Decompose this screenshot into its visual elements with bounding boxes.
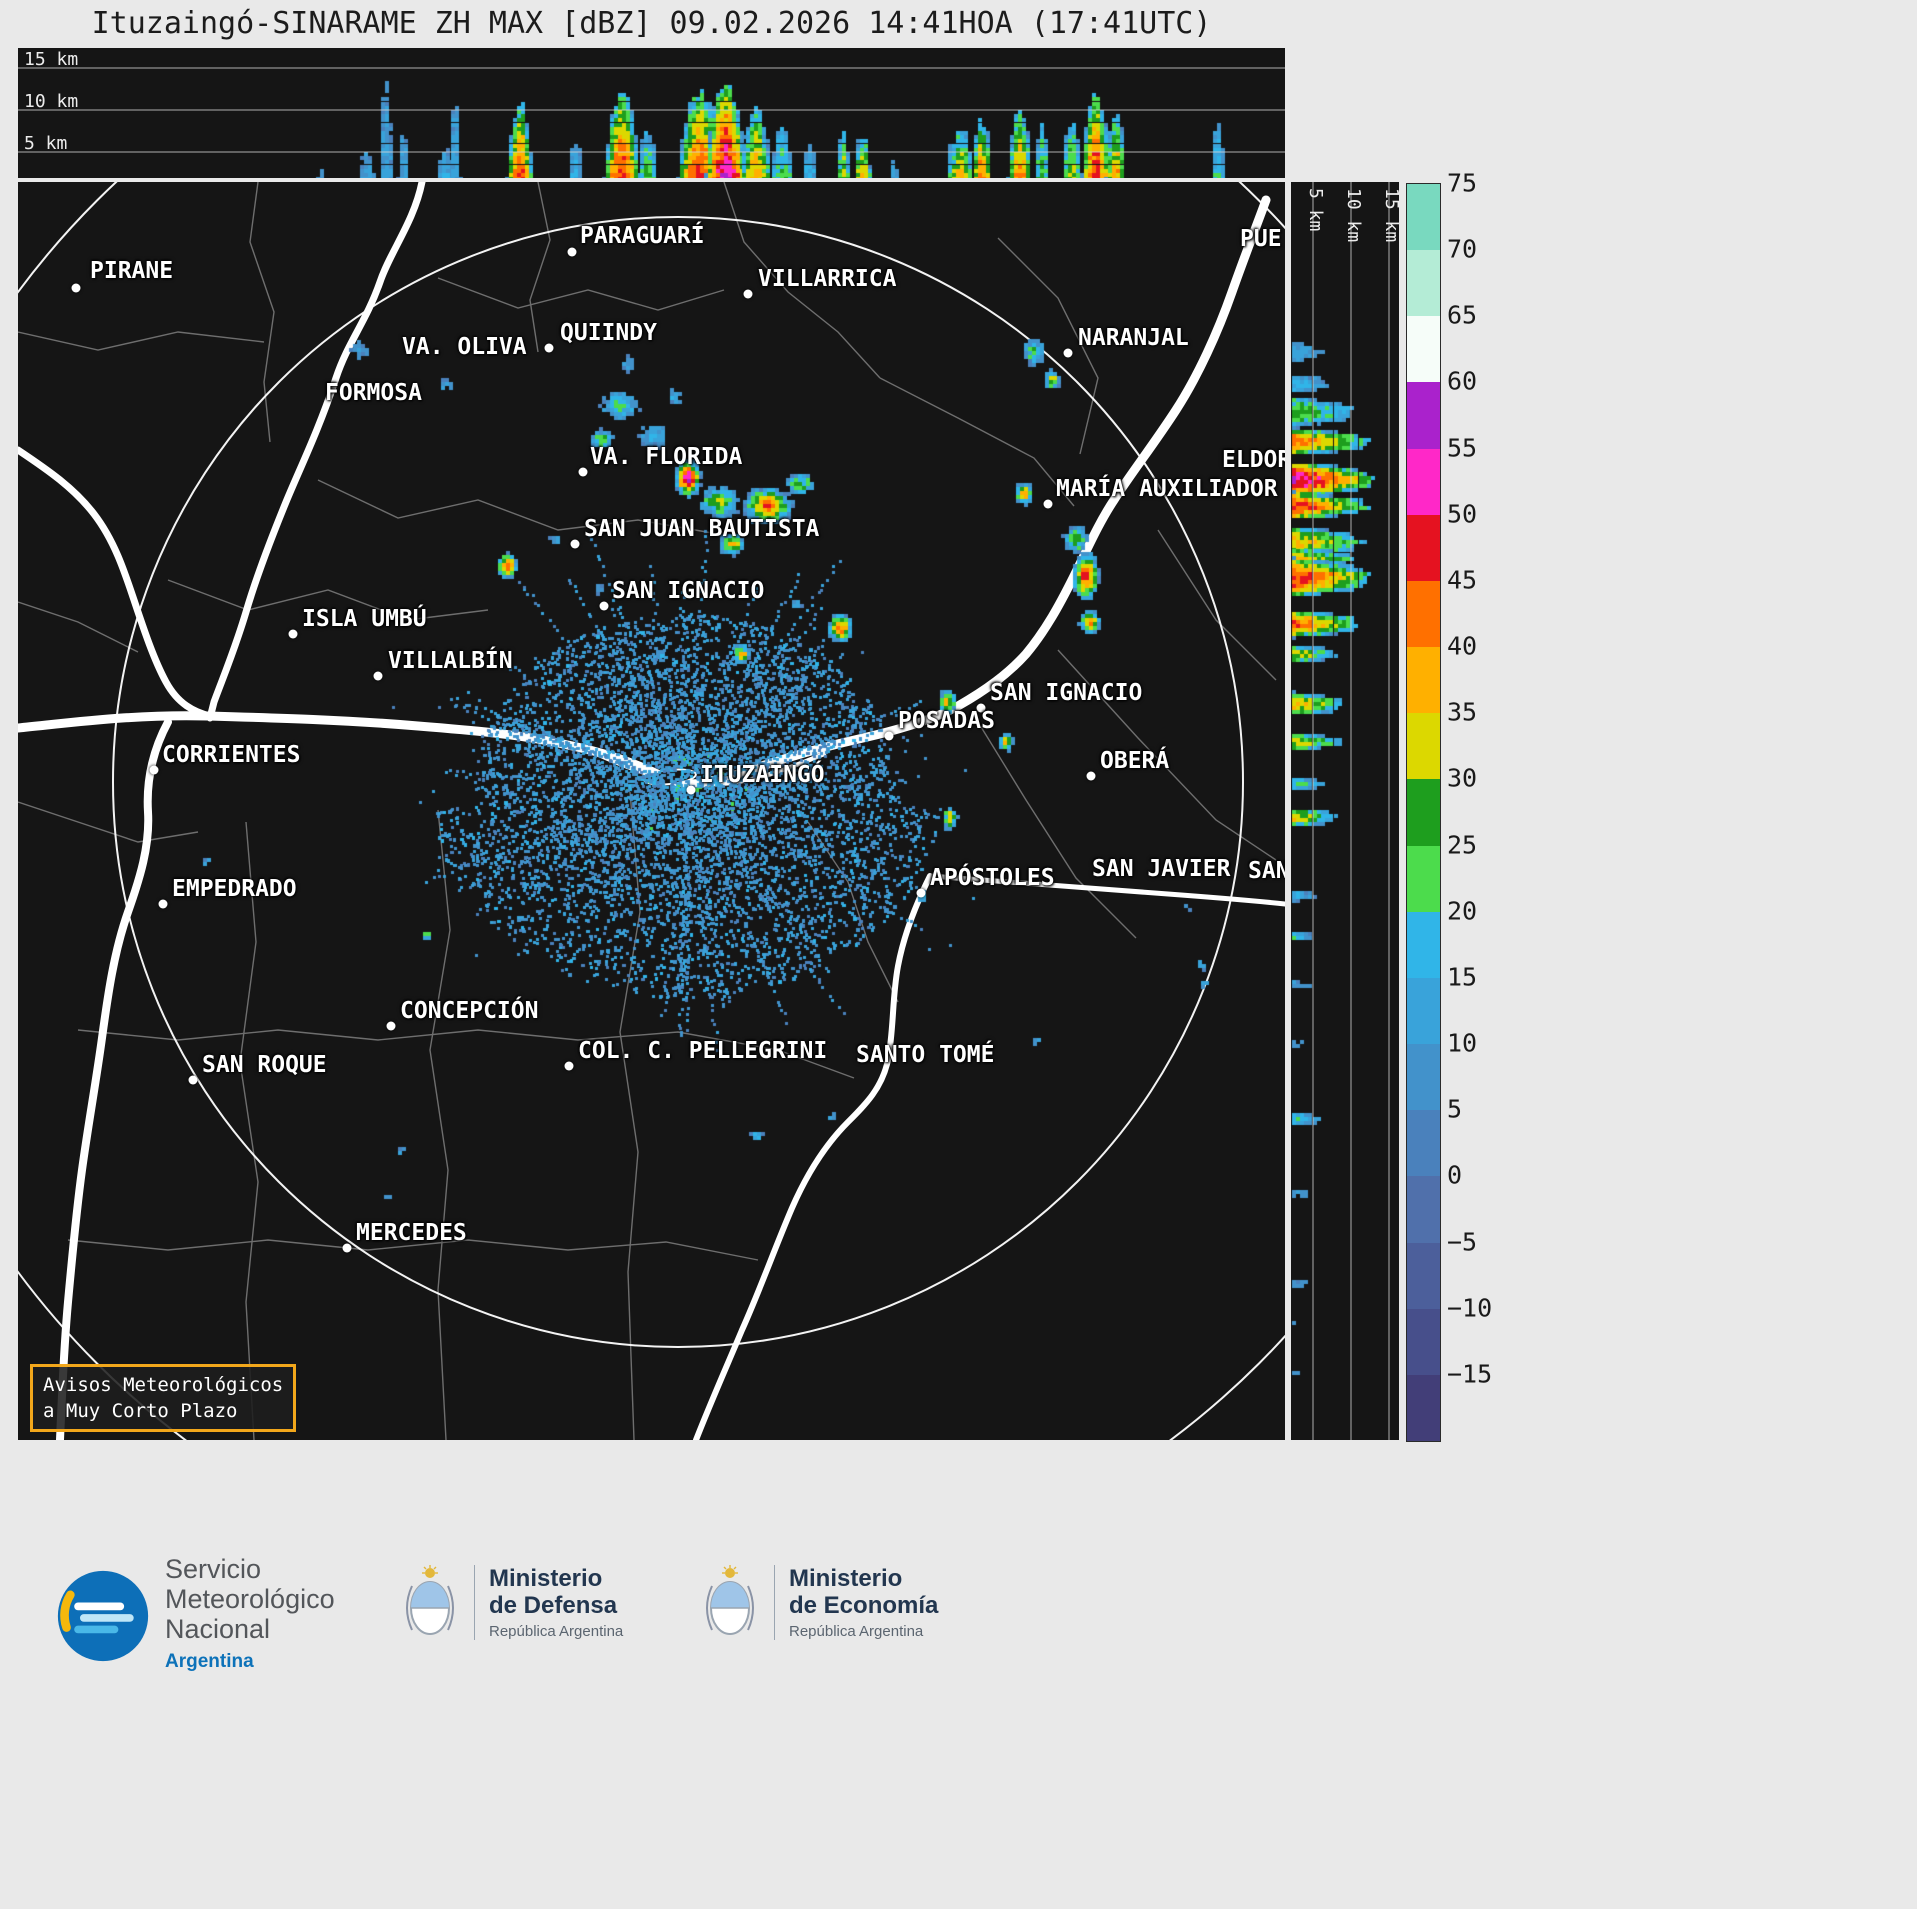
ministry-defensa-wordmark: Ministerio de Defensa República Argentin… bbox=[474, 1564, 624, 1640]
dbz-colorbar-ticks: 75 70 65 60 55 50 45 40 35 30 25 20 15 10 5 0 −5 −10 −15 bbox=[1447, 169, 1537, 1440]
ministry-title: Ministerio bbox=[489, 1564, 603, 1592]
colorbar-segment bbox=[1407, 1176, 1440, 1243]
colorbar-segment bbox=[1407, 250, 1440, 317]
colorbar-tick: −10 bbox=[1447, 1293, 1493, 1323]
ministry-defensa-block: Ministerio de Defensa República Argentin… bbox=[400, 1564, 623, 1640]
radar-map-panel: PIRANE PARAGUARÍ VILLARRICA QUIINDY VA. OLIV… bbox=[18, 182, 1285, 1440]
colorbar-segment bbox=[1407, 448, 1440, 515]
ministry-caption: República Argentina bbox=[789, 1622, 924, 1640]
top-cross-section-canvas bbox=[18, 48, 1285, 178]
colorbar-tick: 30 bbox=[1447, 763, 1478, 793]
colorbar-tick: 60 bbox=[1447, 366, 1478, 396]
colorbar-tick: 35 bbox=[1447, 697, 1478, 727]
colorbar-tick: 70 bbox=[1447, 234, 1478, 264]
colorbar-tick: 75 bbox=[1447, 168, 1478, 198]
colorbar-tick: 40 bbox=[1447, 631, 1478, 661]
colorbar-segment bbox=[1407, 977, 1440, 1045]
colorbar-tick: 5 bbox=[1447, 1094, 1463, 1124]
height-label: 5 km bbox=[1305, 188, 1326, 232]
height-label: 10 km bbox=[24, 91, 79, 112]
argentina-coat-of-arms-icon bbox=[706, 1565, 754, 1635]
colorbar-segment bbox=[1407, 779, 1440, 846]
colorbar-segment bbox=[1407, 1308, 1440, 1375]
height-label: 15 km bbox=[1381, 188, 1399, 243]
colorbar-segment bbox=[1407, 316, 1440, 383]
smn-line-3: Nacional bbox=[165, 1614, 271, 1644]
colorbar-tick: 65 bbox=[1447, 300, 1478, 330]
dbz-colorbar bbox=[1406, 183, 1441, 1442]
colorbar-segment bbox=[1407, 580, 1440, 648]
right-cross-section-canvas bbox=[1291, 182, 1399, 1440]
smn-line-2: Meteorológico bbox=[165, 1584, 335, 1614]
ministry-title: Ministerio bbox=[789, 1564, 903, 1592]
warning-badge: Avisos Meteorológicos a Muy Corto Plazo bbox=[30, 1364, 297, 1432]
warning-line-2: a Muy Corto Plazo bbox=[43, 1400, 238, 1422]
colorbar-tick: 10 bbox=[1447, 1028, 1478, 1058]
colorbar-segment bbox=[1407, 382, 1440, 449]
height-label: 5 km bbox=[24, 133, 68, 154]
smn-line-1: Servicio bbox=[165, 1554, 262, 1584]
colorbar-segment bbox=[1407, 845, 1440, 912]
height-label: 10 km bbox=[1343, 188, 1364, 243]
page-title: Ituzaingó-SINARAME ZH MAX [dBZ] 09.02.20… bbox=[91, 6, 1212, 41]
smn-logo-block: Servicio Meteorológico Nacional Argentin… bbox=[55, 1554, 335, 1677]
colorbar-tick: 45 bbox=[1447, 565, 1478, 595]
height-label: 15 km bbox=[24, 49, 79, 70]
colorbar-tick: 0 bbox=[1447, 1160, 1463, 1190]
colorbar-segment bbox=[1407, 1374, 1440, 1441]
radar-echo-canvas bbox=[18, 182, 1285, 1440]
ministry-caption: República Argentina bbox=[489, 1622, 624, 1640]
colorbar-segment bbox=[1407, 1044, 1440, 1111]
colorbar-segment bbox=[1407, 184, 1440, 251]
ministry-economia-wordmark: Ministerio de Economía República Argenti… bbox=[774, 1564, 939, 1640]
warning-line-1: Avisos Meteorológicos bbox=[43, 1374, 284, 1396]
argentina-coat-of-arms-icon bbox=[406, 1565, 454, 1635]
footer: Servicio Meteorológico Nacional Argentin… bbox=[0, 1446, 1917, 1909]
colorbar-tick: 25 bbox=[1447, 830, 1478, 860]
colorbar-tick: −5 bbox=[1447, 1227, 1478, 1257]
colorbar-segment bbox=[1407, 647, 1440, 714]
colorbar-segment bbox=[1407, 713, 1440, 780]
smn-logo-icon bbox=[57, 1570, 149, 1661]
colorbar-tick: −15 bbox=[1447, 1359, 1493, 1389]
colorbar-segment bbox=[1407, 911, 1440, 978]
smn-wordmark: Servicio Meteorológico Nacional Argentin… bbox=[165, 1554, 335, 1677]
colorbar-tick: 20 bbox=[1447, 896, 1478, 926]
colorbar-tick: 15 bbox=[1447, 962, 1478, 992]
colorbar-tick: 50 bbox=[1447, 499, 1478, 529]
top-cross-section-panel: 15 km 10 km 5 km bbox=[18, 48, 1285, 178]
ministry-subtitle: de Economía bbox=[789, 1591, 939, 1619]
colorbar-segment bbox=[1407, 1242, 1440, 1309]
smn-country: Argentina bbox=[165, 1651, 254, 1672]
ministry-subtitle: de Defensa bbox=[489, 1591, 618, 1619]
colorbar-segment bbox=[1407, 514, 1440, 581]
ministry-economia-block: Ministerio de Economía República Argenti… bbox=[700, 1564, 938, 1640]
colorbar-segment bbox=[1407, 1110, 1440, 1177]
colorbar-tick: 55 bbox=[1447, 433, 1478, 463]
right-cross-section-panel: 5 km 10 km 15 km bbox=[1291, 182, 1399, 1440]
